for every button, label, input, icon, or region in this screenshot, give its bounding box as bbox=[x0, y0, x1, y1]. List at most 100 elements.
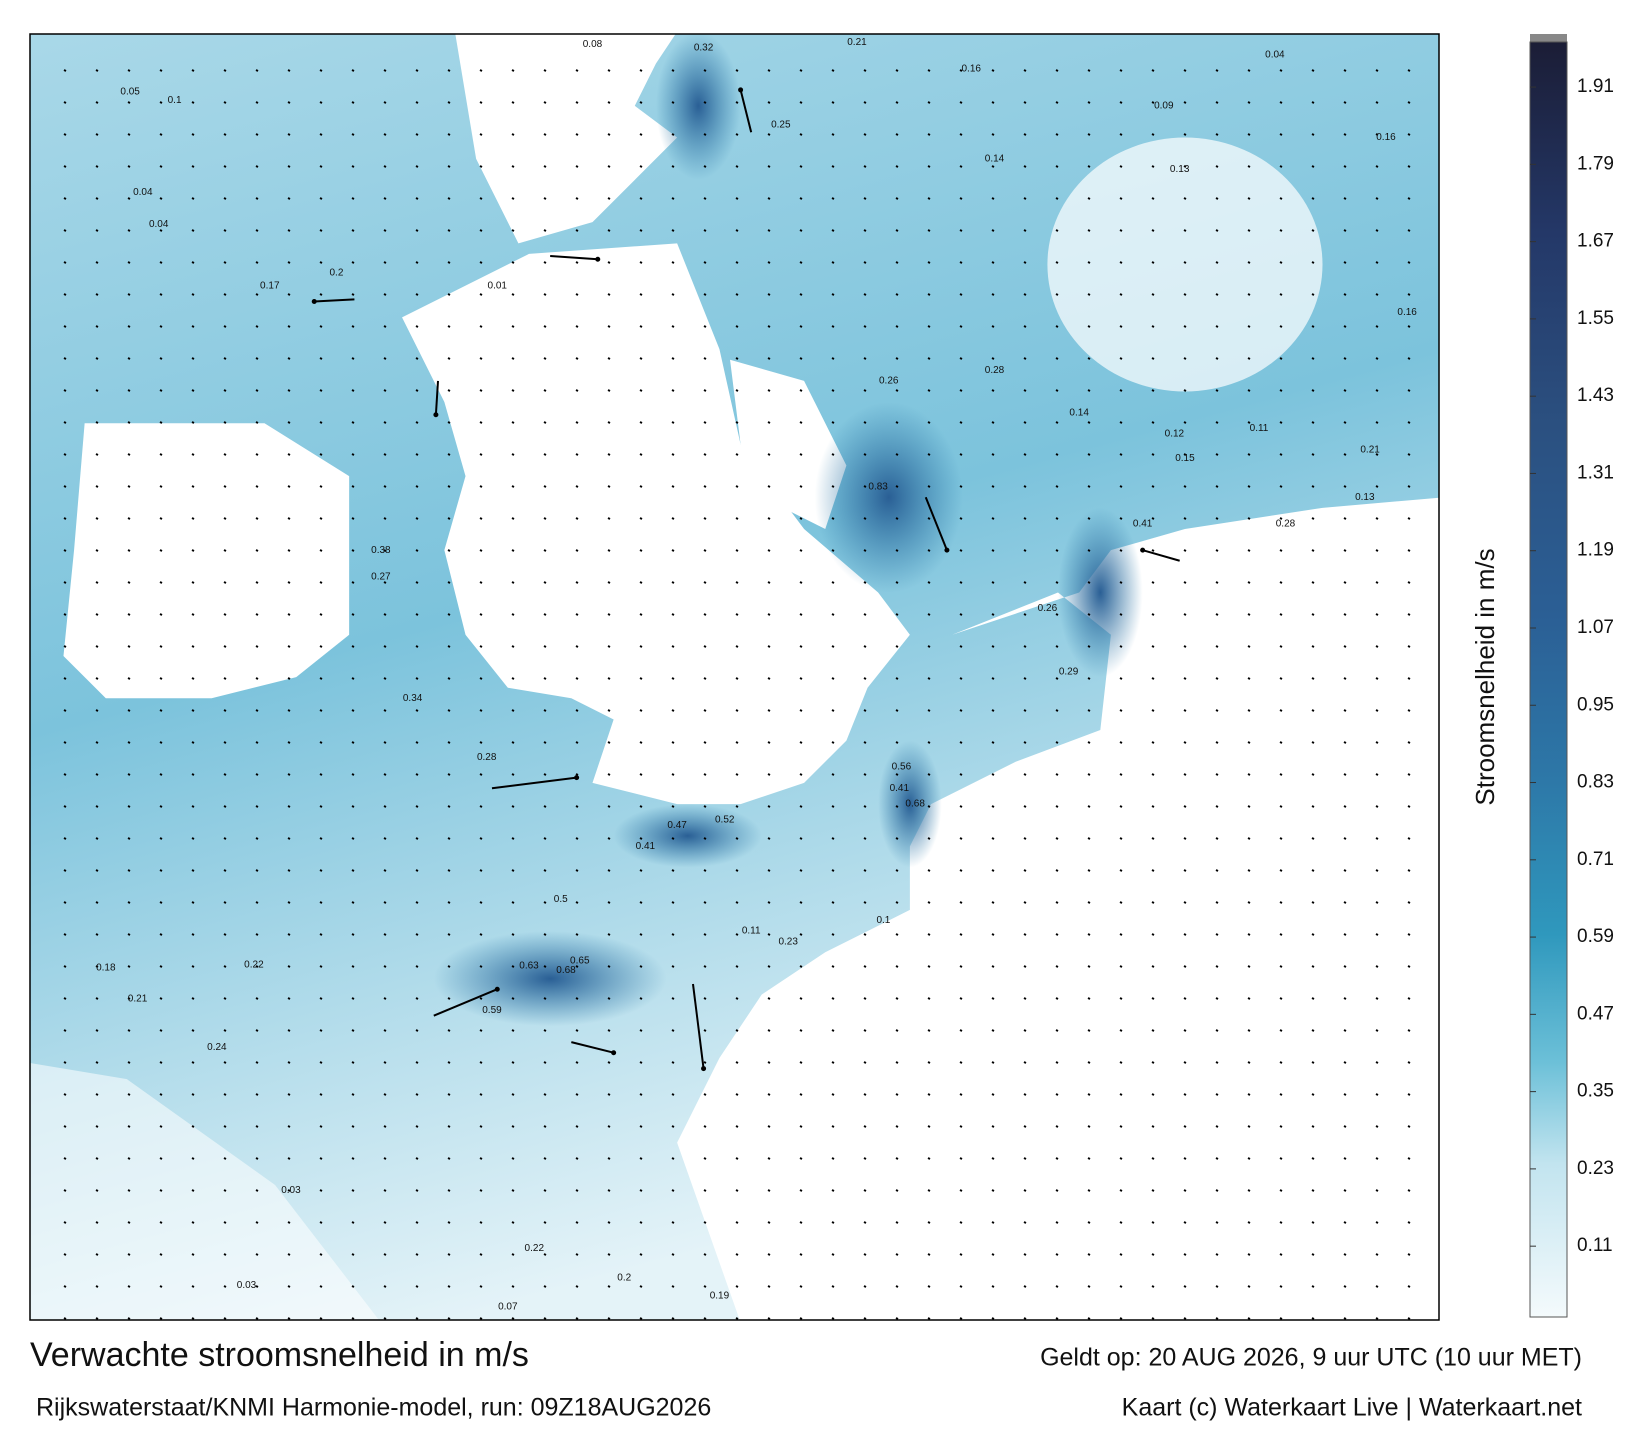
arrow-dot bbox=[383, 1029, 387, 1032]
arrow-dot bbox=[95, 421, 99, 424]
arrow-dot bbox=[287, 165, 291, 168]
arrow-dot bbox=[127, 709, 131, 712]
arrow-dot bbox=[863, 389, 867, 392]
arrow-dot bbox=[767, 485, 771, 488]
arrow-dot bbox=[927, 1221, 931, 1224]
arrow-dot bbox=[1055, 1061, 1059, 1064]
arrow-dot bbox=[991, 741, 995, 744]
arrow-dot bbox=[255, 293, 259, 296]
arrow-dot bbox=[159, 229, 163, 232]
arrow-dot bbox=[479, 805, 483, 808]
arrow-dot bbox=[127, 1093, 131, 1096]
arrow-dot bbox=[1311, 677, 1315, 680]
arrow-dot bbox=[1151, 933, 1155, 936]
arrow-dot bbox=[1087, 933, 1091, 936]
arrow-dot bbox=[223, 133, 227, 136]
arrow-dot bbox=[63, 1029, 67, 1032]
arrow-dot bbox=[1375, 421, 1379, 424]
arrow-dot bbox=[479, 165, 483, 168]
arrow-dot bbox=[1151, 517, 1155, 520]
speed-label: 0.23 bbox=[778, 936, 798, 947]
arrow-dot bbox=[639, 1253, 643, 1256]
arrow-dot bbox=[1343, 773, 1347, 776]
arrow-dot bbox=[223, 997, 227, 1000]
arrow-dot bbox=[127, 453, 131, 456]
arrow-dot bbox=[607, 101, 611, 104]
arrow-dot bbox=[927, 69, 931, 72]
arrow-dot bbox=[639, 933, 643, 936]
arrow-dot bbox=[799, 805, 803, 808]
arrow-dot bbox=[895, 613, 899, 616]
arrow-dot bbox=[959, 165, 963, 168]
arrow-dot bbox=[671, 325, 675, 328]
arrow-dot bbox=[511, 389, 515, 392]
arrow-dot bbox=[1215, 69, 1219, 72]
arrow-dot bbox=[415, 389, 419, 392]
arrow-dot bbox=[255, 869, 259, 872]
arrow-dot bbox=[959, 613, 963, 616]
arrow-dot bbox=[479, 389, 483, 392]
arrow-dot bbox=[927, 773, 931, 776]
arrow-dot bbox=[1343, 805, 1347, 808]
arrow-dot bbox=[95, 773, 99, 776]
arrow-dot bbox=[1215, 453, 1219, 456]
arrow-dot bbox=[1311, 517, 1315, 520]
arrow-dot bbox=[351, 1029, 355, 1032]
arrow-dot bbox=[159, 293, 163, 296]
arrow-dot bbox=[1215, 389, 1219, 392]
speed-label: 0.07 bbox=[498, 1301, 518, 1312]
arrow-dot bbox=[543, 901, 547, 904]
arrow-dot bbox=[1311, 1157, 1315, 1160]
arrow-dot bbox=[255, 101, 259, 104]
arrow-dot bbox=[319, 293, 323, 296]
arrow-dot bbox=[1343, 965, 1347, 968]
arrow-dot bbox=[1375, 1125, 1379, 1128]
arrow-dot bbox=[95, 1189, 99, 1192]
arrow-dot bbox=[927, 133, 931, 136]
arrow-dot bbox=[1215, 1157, 1219, 1160]
arrow-dot bbox=[351, 1189, 355, 1192]
arrow-dot bbox=[1407, 293, 1411, 296]
arrow-dot bbox=[927, 485, 931, 488]
arrow-dot bbox=[1023, 133, 1027, 136]
arrow-dot bbox=[1343, 485, 1347, 488]
arrow-dot bbox=[831, 453, 835, 456]
arrow-dot bbox=[1215, 421, 1219, 424]
arrow-dot bbox=[1023, 997, 1027, 1000]
arrow-dot bbox=[1087, 1285, 1091, 1288]
arrow-dot bbox=[959, 517, 963, 520]
arrow-dot bbox=[415, 997, 419, 1000]
arrow-dot bbox=[191, 1125, 195, 1128]
arrow-dot bbox=[831, 1189, 835, 1192]
arrow-dot bbox=[319, 69, 323, 72]
arrow-dot bbox=[831, 581, 835, 584]
arrow-dot bbox=[511, 325, 515, 328]
arrow-dot bbox=[1247, 869, 1251, 872]
current-arrow-head bbox=[701, 1066, 707, 1072]
arrow-dot bbox=[415, 133, 419, 136]
map-area: 0.050.10.040.040.170.20.010.08 0.320.250.… bbox=[30, 34, 1439, 1320]
arrow-dot bbox=[1279, 997, 1283, 1000]
arrow-dot bbox=[1151, 1029, 1155, 1032]
arrow-dot bbox=[671, 101, 675, 104]
arrow-dot bbox=[799, 709, 803, 712]
colorbar-tick-label: 1.31 bbox=[1577, 462, 1614, 483]
arrow-dot bbox=[991, 101, 995, 104]
arrow-dot bbox=[63, 773, 67, 776]
arrow-dot bbox=[511, 453, 515, 456]
arrow-dot bbox=[1279, 1157, 1283, 1160]
arrow-dot bbox=[895, 933, 899, 936]
colorbar-tick-label: 0.83 bbox=[1577, 772, 1614, 793]
speed-label: 0.24 bbox=[207, 1042, 227, 1053]
arrow-dot bbox=[351, 485, 355, 488]
arrow-dot bbox=[831, 901, 835, 904]
arrow-dot bbox=[1087, 805, 1091, 808]
arrow-dot bbox=[1183, 485, 1187, 488]
arrow-dot bbox=[1279, 741, 1283, 744]
arrow-dot bbox=[1151, 805, 1155, 808]
arrow-dot bbox=[607, 741, 611, 744]
arrow-dot bbox=[383, 261, 387, 264]
arrow-dot bbox=[927, 421, 931, 424]
arrow-dot bbox=[447, 1061, 451, 1064]
arrow-dot bbox=[991, 1125, 995, 1128]
